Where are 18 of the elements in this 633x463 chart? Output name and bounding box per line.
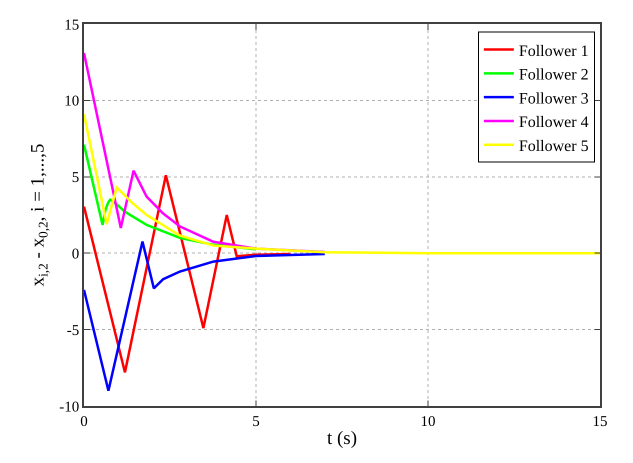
legend-label: Follower 3 [518, 90, 589, 108]
y-tick-label: 10 [64, 94, 80, 110]
legend-label: Follower 5 [518, 138, 589, 155]
y-tick-label: -10 [59, 399, 80, 416]
y-tick-label: 0 [72, 246, 80, 262]
y-tick-label: 5 [72, 170, 80, 186]
x-tick-label: 5 [252, 414, 260, 430]
line-series [84, 112, 600, 254]
legend-label: Follower 1 [518, 42, 589, 60]
legend-label: Follower 4 [518, 114, 589, 132]
y-tick-label: -5 [66, 322, 80, 339]
line-series [84, 174, 292, 374]
legend-label: Follower 2 [518, 66, 589, 84]
x-axis-title: t (s) [326, 428, 358, 450]
x-tick-label: 10 [420, 414, 436, 430]
x-tick-label: 15 [592, 414, 608, 430]
y-tick-label: 15 [64, 17, 80, 34]
line-series [84, 240, 326, 392]
